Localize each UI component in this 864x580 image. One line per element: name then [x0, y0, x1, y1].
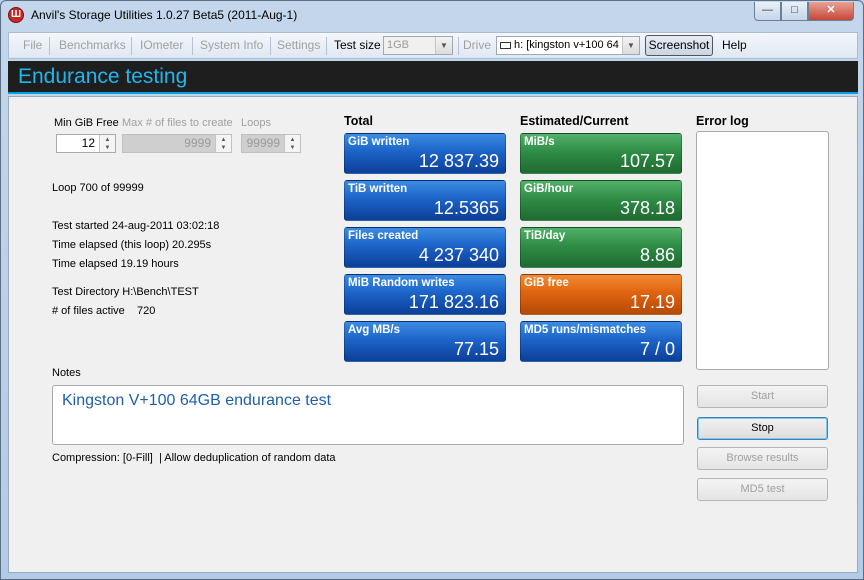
menu-help[interactable]: Help — [722, 38, 747, 52]
tile-gib-free: GiB free 17.19 — [520, 274, 682, 315]
loops-value: 99999 — [246, 136, 280, 150]
menu-separator — [270, 37, 271, 55]
tile-value: 107.57 — [619, 151, 675, 171]
loops-label: Loops — [241, 117, 271, 129]
error-log-area[interactable] — [696, 131, 829, 370]
page-title: Endurance testing — [18, 65, 188, 88]
tile-label: MiB Random writes — [348, 277, 455, 289]
compression-info: Compression: [0-Fill] | Allow deduplicat… — [52, 452, 336, 464]
estimated-heading: Estimated/Current — [520, 114, 629, 128]
error-log-heading: Error log — [696, 114, 749, 128]
section-header: Endurance testing — [8, 61, 858, 94]
dropdown-arrow-icon[interactable]: ▼ — [622, 37, 639, 54]
loop-counter: Loop 700 of 99999 — [52, 182, 144, 194]
stepper-arrows-icon[interactable]: ▲ ▼ — [284, 135, 300, 152]
endurance-panel: Min GiB Free 12 ▲ ▼ Max # of files to cre… — [8, 96, 858, 573]
tile-value: 8.86 — [639, 245, 675, 265]
tile-md5-runs: MD5 runs/mismatches 7 / 0 — [520, 321, 682, 362]
minimize-button[interactable]: — — [754, 2, 781, 21]
drive-select[interactable]: h: [kingston v+100 64 ▼ — [496, 36, 640, 55]
min-free-value: 12 — [81, 136, 95, 150]
title-bar[interactable]: Ш Anvil's Storage Utilities 1.0.27 Beta5… — [1, 1, 863, 31]
anvil-app-icon[interactable]: Ш — [8, 7, 24, 23]
stop-button[interactable]: Stop — [697, 417, 828, 440]
total-heading: Total — [344, 114, 373, 128]
maximize-button[interactable]: □ — [781, 2, 808, 21]
tile-value: 7 / 0 — [639, 339, 675, 359]
tile-tib-day: TiB/day 8.86 — [520, 227, 682, 268]
tile-value: 17.19 — [629, 292, 675, 312]
menu-separator — [192, 37, 193, 55]
test-directory: Test Directory H:\Bench\TEST — [52, 286, 199, 298]
max-files-stepper[interactable]: 9999 ▲ ▼ — [122, 134, 232, 153]
elapsed-loop: Time elapsed (this loop) 20.295s — [52, 239, 212, 251]
test-size-value: 1GB — [387, 39, 410, 51]
tile-label: GiB free — [524, 277, 569, 289]
tile-value: 12 837.39 — [418, 151, 499, 171]
stepper-arrows-icon[interactable]: ▲ ▼ — [99, 135, 115, 152]
tile-label: TiB/day — [524, 230, 566, 242]
loops-stepper[interactable]: 99999 ▲ ▼ — [241, 134, 301, 153]
screenshot-button[interactable]: Screenshot — [645, 35, 713, 56]
menu-benchmarks[interactable]: Benchmarks — [59, 38, 126, 52]
md5-test-button[interactable]: MD5 test — [697, 478, 828, 501]
start-button[interactable]: Start — [697, 385, 828, 408]
menu-settings[interactable]: Settings — [277, 38, 321, 52]
notes-label: Notes — [52, 367, 81, 379]
menu-separator — [458, 37, 459, 55]
test-started: Test started 24-aug-2011 03:02:18 — [52, 220, 220, 232]
menu-system-info[interactable]: System Info — [200, 38, 264, 52]
tile-value: 12.5365 — [433, 198, 499, 218]
min-free-stepper[interactable]: 12 ▲ ▼ — [56, 134, 116, 153]
tile-files-created: Files created 4 237 340 — [344, 227, 506, 268]
test-size-label: Test size — [334, 38, 381, 52]
files-active: # of files active 720 — [52, 305, 156, 317]
drive-value: h: [kingston v+100 64 — [514, 39, 619, 51]
notes-text: Kingston V+100 64GB endurance test — [62, 392, 332, 409]
tile-label: MD5 runs/mismatches — [524, 324, 647, 336]
browse-results-button[interactable]: Browse results — [697, 447, 828, 470]
tile-label: Avg MB/s — [348, 324, 400, 336]
window-title: Anvil's Storage Utilities 1.0.27 Beta5 (… — [31, 8, 298, 22]
tile-value: 77.15 — [453, 339, 499, 359]
menu-file[interactable]: File — [23, 38, 43, 52]
menu-bar: File Benchmarks IOmeter System Info Sett… — [8, 32, 858, 59]
tile-value: 171 823.16 — [408, 292, 499, 312]
tile-gib-hour: GiB/hour 378.18 — [520, 180, 682, 221]
stepper-arrows-icon[interactable]: ▲ ▼ — [215, 135, 231, 152]
max-files-label: Max # of files to create — [122, 117, 233, 129]
menu-separator — [326, 37, 327, 55]
dropdown-arrow-icon[interactable]: ▼ — [435, 37, 452, 54]
tile-label: TiB written — [348, 183, 408, 195]
drive-icon — [500, 41, 511, 49]
elapsed-total: Time elapsed 19.19 hours — [52, 258, 179, 270]
min-free-label: Min GiB Free — [54, 117, 119, 129]
close-button[interactable]: ✕ — [808, 2, 854, 21]
menu-separator — [131, 37, 132, 55]
drive-label: Drive — [463, 38, 492, 52]
tile-avg-mbs: Avg MB/s 77.15 — [344, 321, 506, 362]
test-size-select[interactable]: 1GB ▼ — [383, 36, 453, 55]
tile-mib-random-writes: MiB Random writes 171 823.16 — [344, 274, 506, 315]
tile-value: 4 237 340 — [418, 245, 499, 265]
tile-label: GiB written — [348, 136, 410, 148]
tile-label: MiB/s — [524, 136, 555, 148]
tile-gib-written: GiB written 12 837.39 — [344, 133, 506, 174]
tile-label: GiB/hour — [524, 183, 574, 195]
menu-separator — [49, 37, 50, 55]
tile-mibs: MiB/s 107.57 — [520, 133, 682, 174]
tile-value: 378.18 — [619, 198, 675, 218]
max-files-value: 9999 — [184, 136, 211, 150]
menu-iometer[interactable]: IOmeter — [140, 38, 184, 52]
notes-field[interactable]: Kingston V+100 64GB endurance test — [52, 385, 684, 445]
tile-label: Files created — [348, 230, 419, 242]
tile-tib-written: TiB written 12.5365 — [344, 180, 506, 221]
